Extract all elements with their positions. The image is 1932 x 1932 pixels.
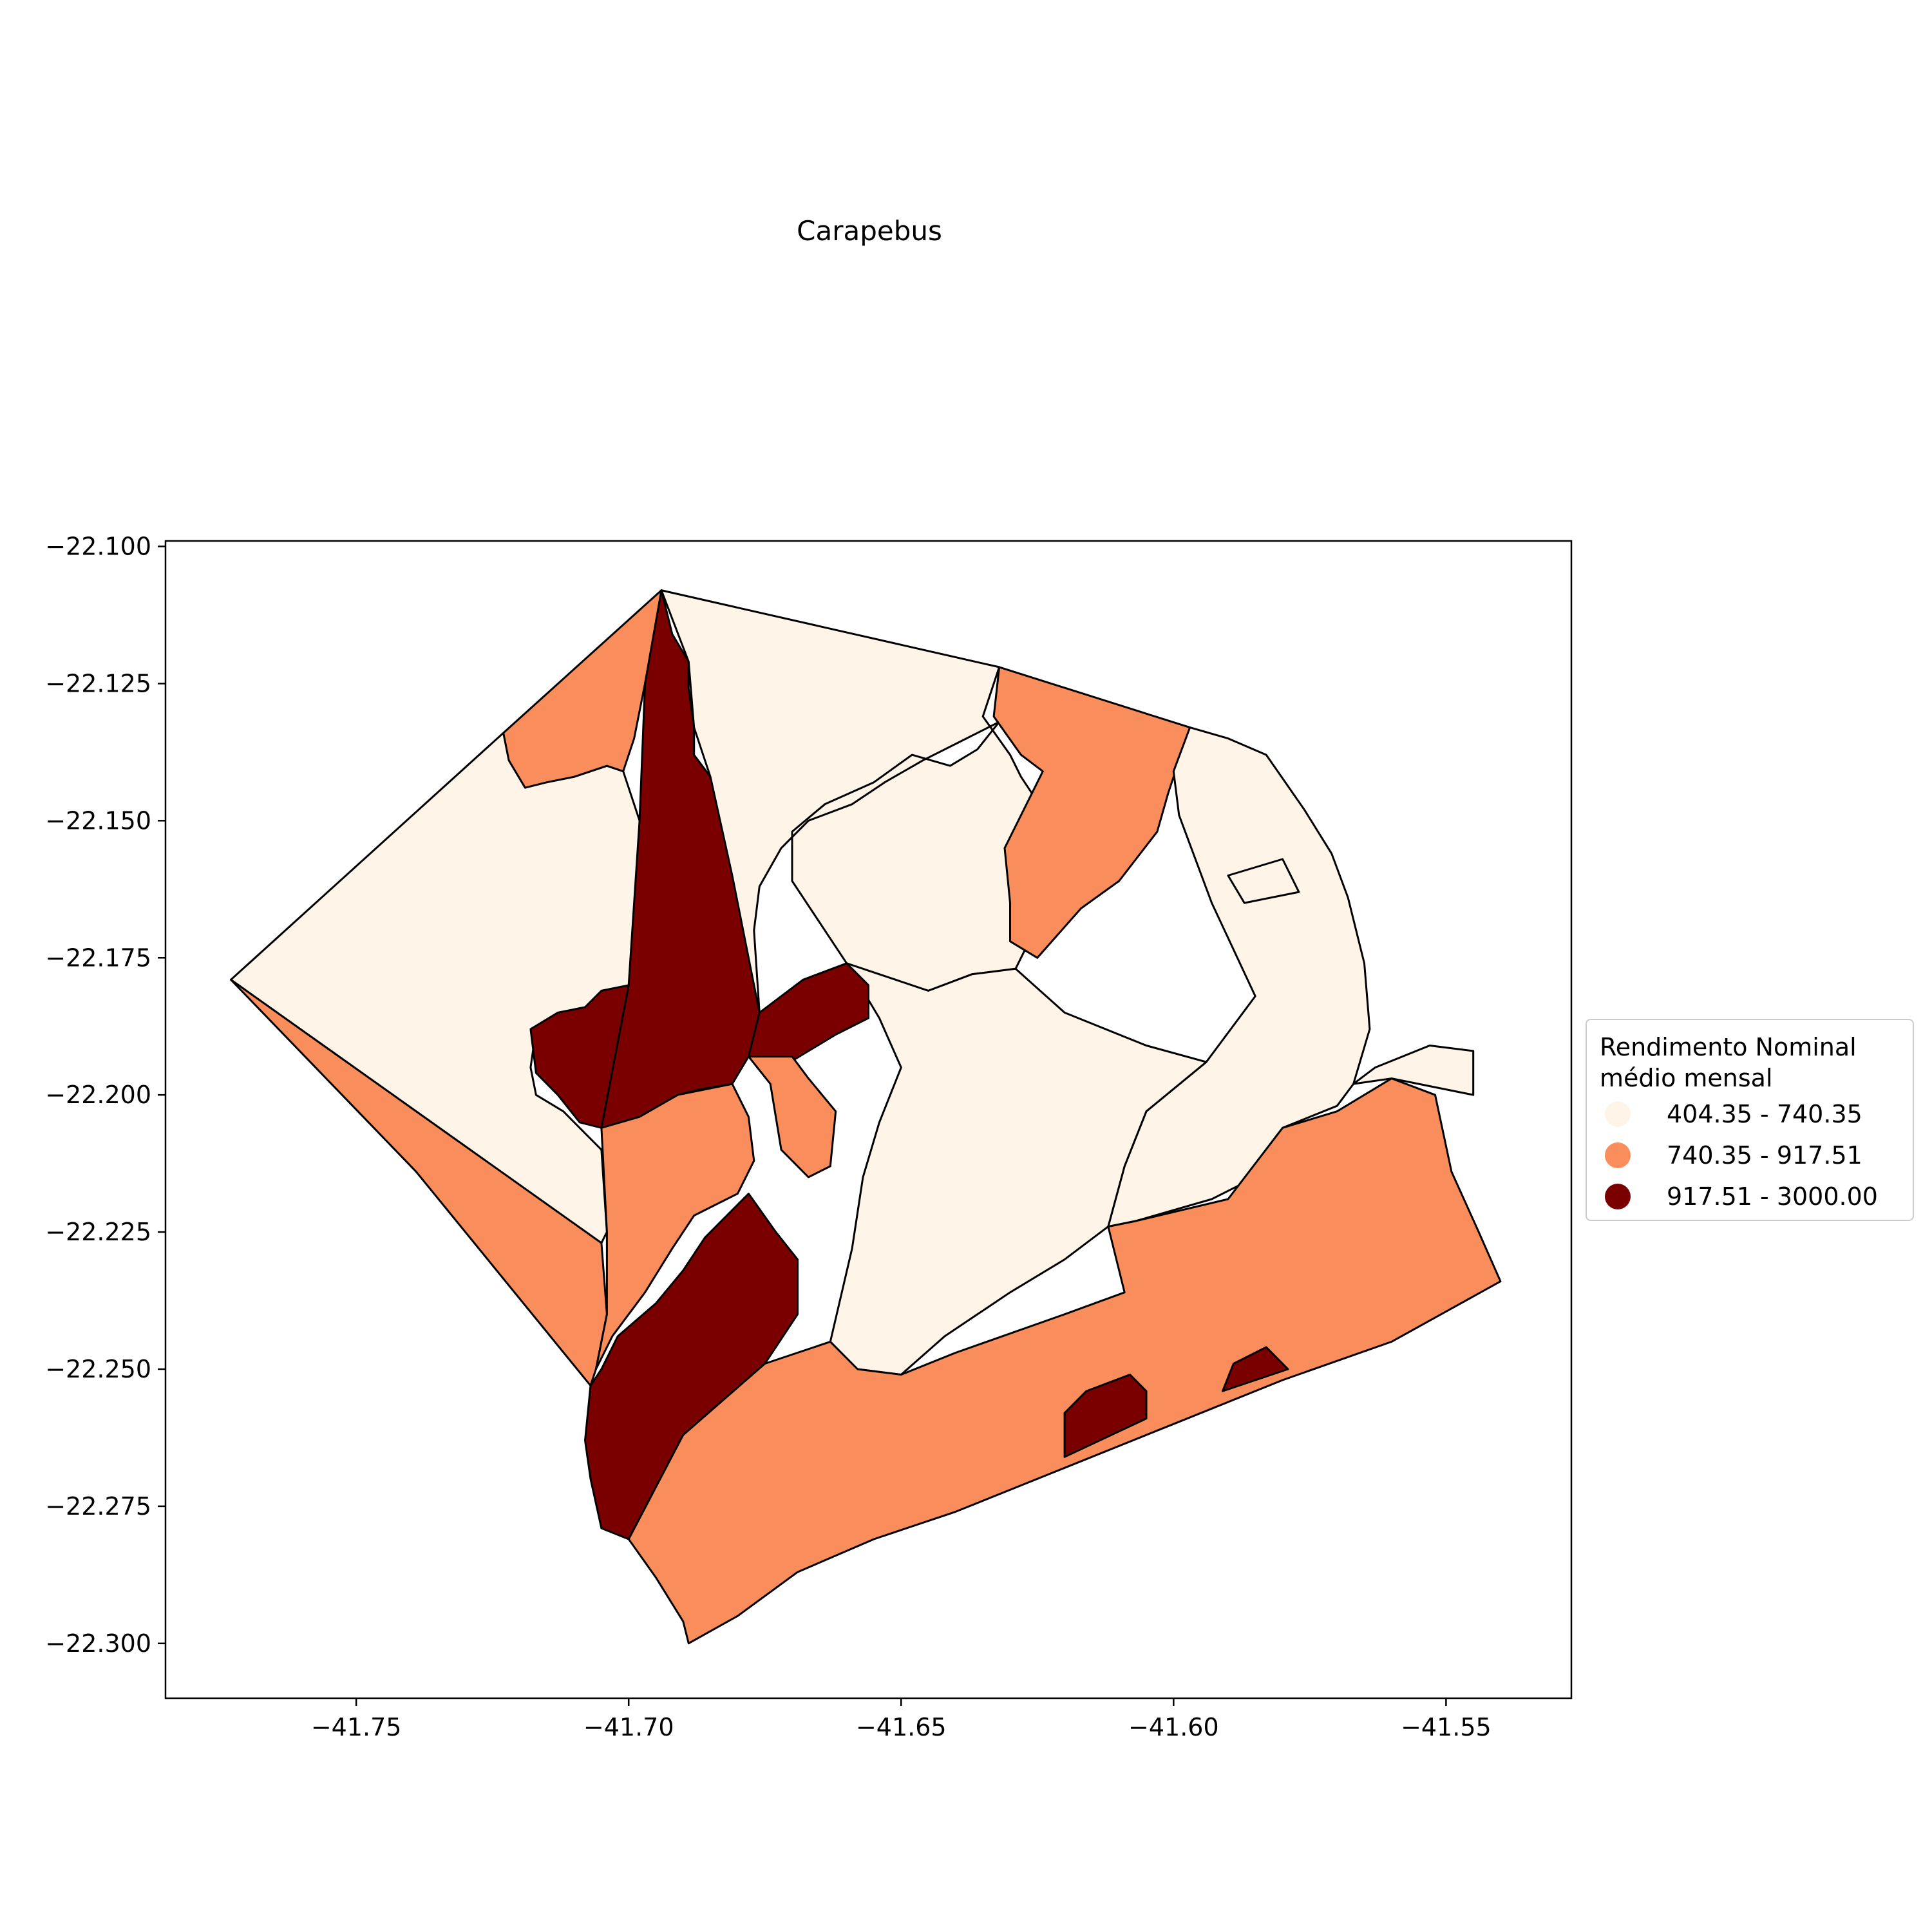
y-tick-label: −22.250: [45, 1355, 151, 1383]
region-center-pale: [829, 962, 1208, 1376]
map-title: Carapebus: [797, 215, 942, 247]
region-south-darkred: [584, 1193, 799, 1540]
x-tick-label: −41.65: [856, 1713, 947, 1741]
region-town-orange: [747, 1056, 837, 1179]
region-east-coast-pale: [1352, 1045, 1475, 1096]
region-south-coast-orange: [627, 1077, 1502, 1645]
x-tick-label: −41.75: [311, 1713, 402, 1741]
y-axis: −22.100 −22.125 −22.150 −22.175 −22.200 −22.2…: [45, 533, 166, 1658]
y-tick-label: −22.300: [45, 1629, 151, 1658]
map-regions: [230, 589, 1502, 1645]
legend-label: 740.35 - 917.51: [1667, 1141, 1862, 1170]
plot-frame: [164, 540, 1573, 1700]
y-tick-label: −22.200: [45, 1081, 151, 1109]
legend-swatch: [1605, 1101, 1631, 1127]
x-tick-label: −41.70: [583, 1713, 674, 1741]
y-tick-label: −22.175: [45, 943, 151, 972]
legend-title: Rendimento Nominal médio mensal: [1600, 1033, 1857, 1092]
x-tick-label: −41.60: [1128, 1713, 1219, 1741]
x-axis: −41.75 −41.70 −41.65 −41.60 −41.55: [311, 1698, 1492, 1741]
legend-swatch: [1605, 1184, 1631, 1209]
y-tick-label: −22.100: [45, 533, 151, 561]
legend: Rendimento Nominal médio mensal 404.35 -…: [1586, 1019, 1914, 1221]
legend-swatch: [1605, 1142, 1631, 1168]
region-town-center-darkred: [747, 962, 869, 1069]
region-northeast-orange: [992, 666, 1191, 959]
region-north-orange-wedge: [502, 589, 663, 789]
legend-label: 404.35 - 740.35: [1667, 1100, 1862, 1128]
region-coastal-darkred-b: [1222, 1346, 1289, 1392]
x-tick-label: −41.55: [1401, 1713, 1492, 1741]
region-coastal-darkred-a: [1063, 1374, 1148, 1458]
y-tick-label: −22.125: [45, 669, 151, 697]
y-tick-label: −22.150: [45, 806, 151, 835]
y-tick-label: −22.275: [45, 1492, 151, 1520]
legend-item-1: 740.35 - 917.51: [1600, 1135, 1900, 1176]
y-tick-label: −22.225: [45, 1218, 151, 1246]
region-west-darkred-lobe: [529, 984, 630, 1129]
legend-item-2: 917.51 - 3000.00: [1600, 1176, 1900, 1217]
region-lagoon-pale: [1227, 858, 1300, 904]
region-center-west-orange: [594, 1083, 755, 1370]
legend-label: 917.51 - 3000.00: [1667, 1182, 1878, 1211]
legend-item-0: 404.35 - 740.35: [1600, 1094, 1900, 1135]
